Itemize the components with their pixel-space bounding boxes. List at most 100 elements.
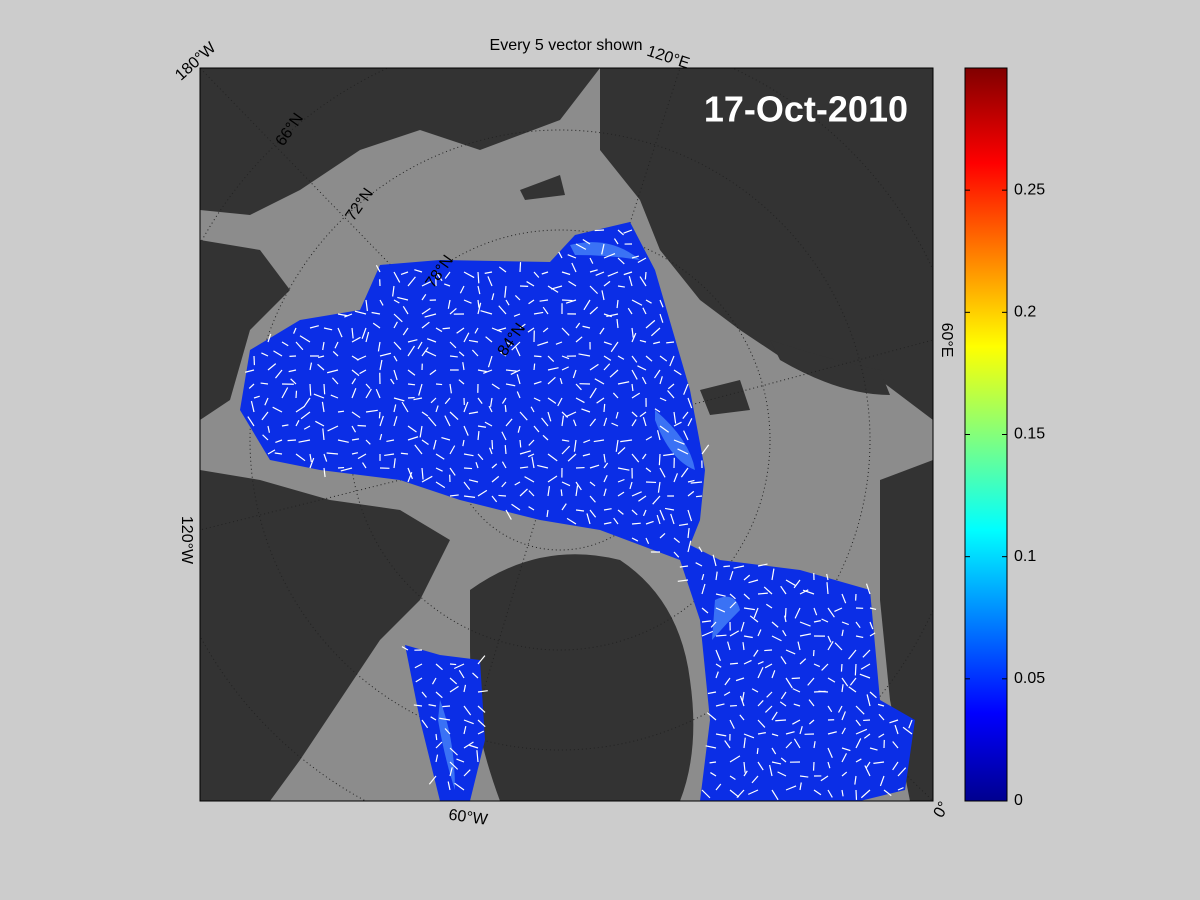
drift-vector — [485, 336, 493, 343]
drift-vector — [860, 663, 871, 670]
drift-vector — [531, 456, 535, 469]
drift-vector — [673, 411, 677, 424]
drift-vector — [295, 405, 305, 413]
drift-vector — [567, 254, 577, 259]
drift-vector — [449, 767, 453, 777]
drift-vector — [351, 369, 360, 377]
drift-vector — [656, 514, 661, 525]
drift-vector — [463, 467, 473, 470]
date-label: 17-Oct-2010 — [704, 89, 908, 130]
drift-vector — [572, 419, 577, 427]
drift-vector — [848, 649, 857, 660]
drift-vector — [617, 467, 630, 471]
drift-vector — [729, 789, 740, 798]
drift-vector — [547, 411, 552, 422]
drift-vector — [575, 397, 585, 404]
drift-vector — [678, 523, 689, 527]
drift-vector — [638, 495, 647, 502]
drift-vector — [530, 406, 535, 413]
drift-vector — [561, 415, 565, 427]
drift-vector — [698, 546, 703, 553]
drift-vector — [631, 453, 640, 463]
drift-vector — [650, 327, 661, 337]
drift-vector — [742, 642, 745, 651]
drift-vector — [444, 283, 451, 287]
drift-vector — [771, 761, 782, 765]
drift-vector — [863, 733, 871, 739]
drift-vector — [413, 397, 423, 401]
drift-vector — [743, 659, 752, 665]
drift-vector — [854, 775, 857, 785]
drift-vector — [764, 705, 773, 713]
drift-vector — [878, 713, 885, 721]
drift-vector — [365, 439, 371, 445]
drift-vector — [583, 439, 591, 444]
drift-vector — [673, 551, 680, 558]
drift-vector — [449, 445, 456, 455]
drift-vector — [611, 422, 619, 427]
drift-vector — [321, 401, 325, 413]
drift-vector — [645, 467, 652, 473]
drift-vector — [715, 593, 726, 597]
colorbar-tick-label: 0 — [1014, 792, 1023, 809]
drift-vector — [379, 352, 392, 357]
drift-vector — [615, 411, 619, 419]
drift-vector — [727, 641, 731, 651]
drift-vector — [287, 439, 297, 442]
drift-vector — [855, 705, 865, 715]
drift-vector — [439, 717, 451, 721]
drift-vector — [827, 789, 833, 798]
drift-vector — [340, 467, 353, 472]
drift-vector — [739, 695, 745, 707]
drift-vector — [309, 362, 313, 371]
drift-vector — [764, 663, 773, 669]
drift-vector — [807, 677, 815, 686]
drift-vector — [599, 327, 605, 335]
drift-vector — [656, 430, 661, 441]
drift-vector — [491, 463, 498, 469]
drift-vector — [645, 319, 656, 329]
drift-vector — [547, 453, 558, 462]
drift-vector — [617, 229, 624, 236]
drift-vector — [435, 733, 438, 741]
drift-vector — [680, 467, 689, 478]
drift-vector — [775, 719, 787, 722]
drift-vector — [659, 509, 665, 521]
drift-vector — [462, 362, 465, 371]
drift-vector — [323, 383, 326, 395]
drift-vector — [323, 453, 328, 462]
drift-vector — [505, 341, 513, 347]
drift-vector — [757, 666, 764, 679]
drift-vector — [557, 397, 563, 407]
drift-vector — [351, 411, 361, 419]
drift-vector — [715, 607, 726, 613]
drift-vector — [435, 754, 439, 763]
drift-vector — [293, 327, 297, 334]
drift-vector — [724, 740, 731, 749]
drift-vector — [397, 296, 409, 301]
drift-vector — [561, 355, 570, 360]
drift-vector — [303, 425, 311, 430]
drift-vector — [275, 369, 283, 379]
drift-vector — [513, 313, 521, 317]
drift-vector — [603, 508, 612, 511]
drift-vector — [447, 299, 451, 309]
drift-vector — [331, 377, 339, 385]
drift-vector — [854, 663, 857, 676]
drift-vector — [617, 446, 626, 455]
drift-vector — [379, 415, 384, 427]
drift-vector — [295, 453, 306, 462]
drift-vector — [421, 411, 429, 417]
drift-vector — [897, 787, 904, 791]
drift-vector — [673, 369, 682, 376]
drift-vector — [444, 271, 451, 279]
drift-vector — [463, 299, 472, 304]
drift-vector — [365, 331, 370, 343]
colorbar — [964, 67, 1008, 802]
drift-vector — [402, 306, 409, 315]
drift-vector — [463, 332, 470, 343]
drift-vector — [337, 439, 349, 443]
drift-vector — [827, 677, 836, 683]
drift-vector — [615, 439, 619, 452]
drift-vector — [421, 475, 433, 483]
